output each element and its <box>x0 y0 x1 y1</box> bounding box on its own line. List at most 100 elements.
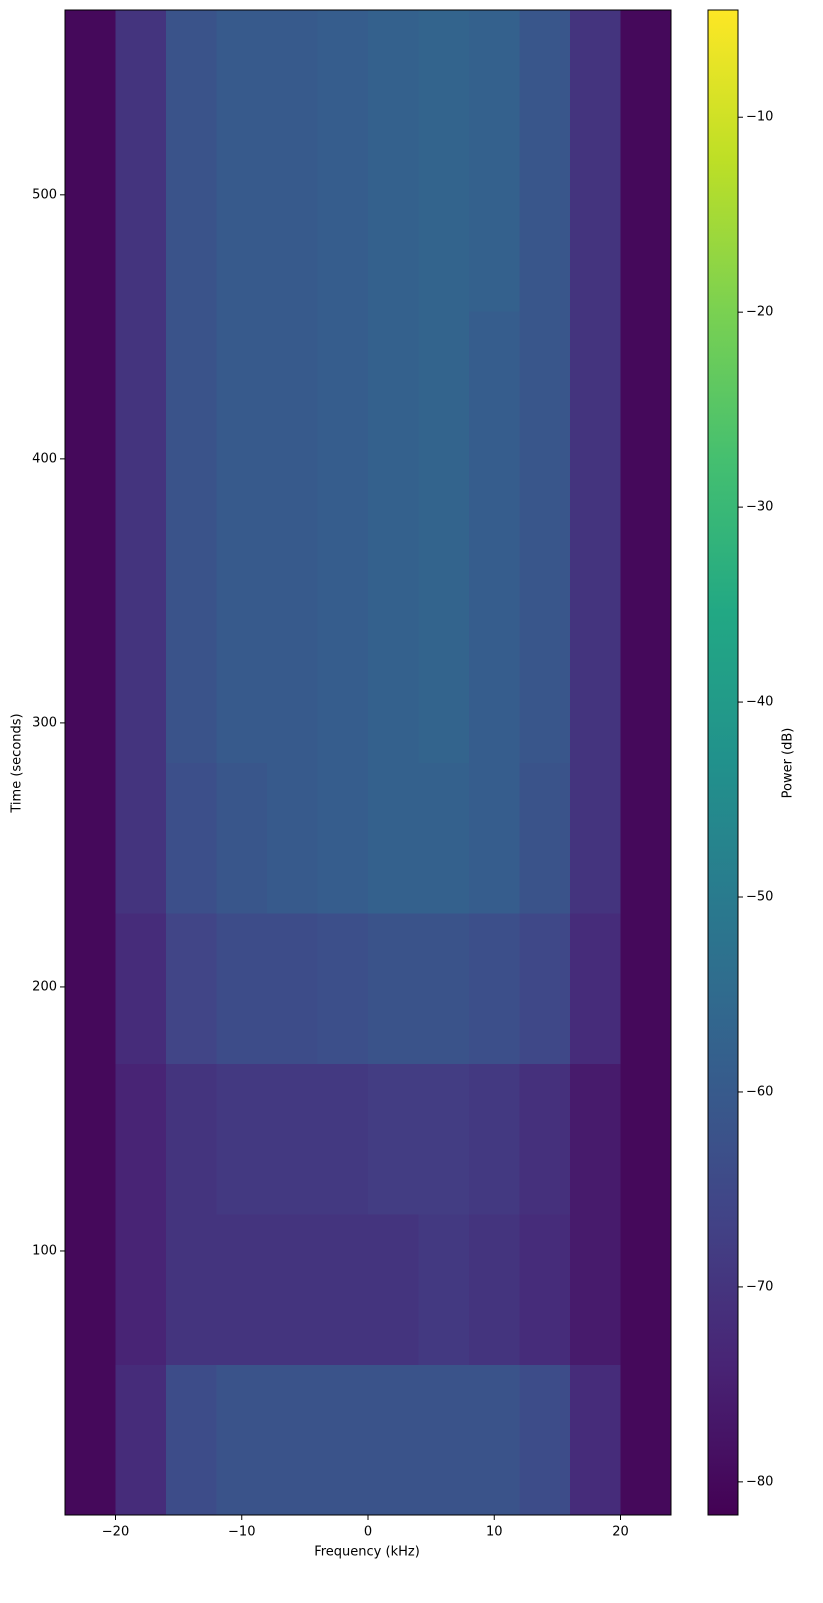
heatmap-cell <box>115 311 167 462</box>
heatmap <box>65 10 672 1516</box>
heatmap-cell <box>469 913 520 1064</box>
colorbar-tick-label: −60 <box>746 1084 773 1099</box>
heatmap-cell <box>267 762 318 914</box>
heatmap-cell <box>65 160 116 312</box>
heatmap-cell <box>65 1364 116 1516</box>
heatmap-cell <box>317 461 369 613</box>
heatmap-cell <box>519 311 571 462</box>
heatmap-cell <box>166 160 217 312</box>
x-tick-label: 20 <box>612 1525 629 1540</box>
heatmap-cell <box>317 1063 369 1215</box>
heatmap-cell <box>469 612 520 763</box>
heatmap-cell <box>469 762 520 914</box>
heatmap-cell <box>469 160 520 312</box>
heatmap-cell <box>519 10 571 161</box>
heatmap-cell <box>115 612 167 763</box>
heatmap-cell <box>620 1063 672 1215</box>
heatmap-cell <box>469 1214 520 1365</box>
heatmap-cell <box>216 1364 268 1516</box>
heatmap-cell <box>166 913 217 1064</box>
heatmap-cell <box>519 1063 571 1215</box>
heatmap-cell <box>216 311 268 462</box>
heatmap-cell <box>115 1063 167 1215</box>
heatmap-cell <box>317 311 369 462</box>
heatmap-cell <box>519 762 571 914</box>
heatmap-cell <box>570 461 621 613</box>
heatmap-cell <box>519 1364 571 1516</box>
heatmap-cell <box>469 461 520 613</box>
heatmap-cell <box>469 10 520 161</box>
heatmap-cell <box>418 160 470 312</box>
heatmap-cell <box>620 612 672 763</box>
heatmap-cell <box>570 160 621 312</box>
y-tick-label: 500 <box>32 187 57 202</box>
heatmap-cell <box>317 1364 369 1516</box>
heatmap-cell <box>166 461 217 613</box>
heatmap-cell <box>620 160 672 312</box>
heatmap-cell <box>65 913 116 1064</box>
heatmap-cell <box>216 1063 268 1215</box>
heatmap-cell <box>368 1364 419 1516</box>
heatmap-cell <box>570 1063 621 1215</box>
heatmap-cell <box>469 1063 520 1215</box>
heatmap-cell <box>166 10 217 161</box>
heatmap-cell <box>620 461 672 613</box>
colorbar-tick-label: −30 <box>746 500 773 515</box>
heatmap-cell <box>418 762 470 914</box>
heatmap-cell <box>267 1214 318 1365</box>
heatmap-cell <box>570 762 621 914</box>
heatmap-cell <box>216 461 268 613</box>
heatmap-cell <box>418 10 470 161</box>
heatmap-cell <box>317 913 369 1064</box>
heatmap-cell <box>570 1214 621 1365</box>
heatmap-cell <box>368 10 419 161</box>
heatmap-cell <box>418 612 470 763</box>
heatmap-cell <box>115 1364 167 1516</box>
heatmap-cell <box>216 913 268 1064</box>
x-tick-label: −20 <box>102 1525 129 1540</box>
heatmap-cell <box>216 612 268 763</box>
heatmap-cell <box>216 1214 268 1365</box>
heatmap-cell <box>115 160 167 312</box>
heatmap-cell <box>317 10 369 161</box>
heatmap-cell <box>519 612 571 763</box>
heatmap-cell <box>267 612 318 763</box>
heatmap-cell <box>65 461 116 613</box>
heatmap-cell <box>570 612 621 763</box>
heatmap-cell <box>418 311 470 462</box>
heatmap-cell <box>267 461 318 613</box>
heatmap-cell <box>216 10 268 161</box>
heatmap-cell <box>620 311 672 462</box>
heatmap-cell <box>65 1063 116 1215</box>
heatmap-cell <box>418 1214 470 1365</box>
heatmap-cell <box>620 913 672 1064</box>
heatmap-cell <box>115 10 167 161</box>
heatmap-cell <box>368 311 419 462</box>
heatmap-cell <box>570 913 621 1064</box>
heatmap-cell <box>418 1063 470 1215</box>
heatmap-cell <box>368 160 419 312</box>
heatmap-cell <box>519 913 571 1064</box>
heatmap-cell <box>267 1063 318 1215</box>
colorbar-tick-label: −20 <box>746 305 773 320</box>
heatmap-cell <box>620 10 672 161</box>
heatmap-cell <box>65 10 116 161</box>
heatmap-cell <box>418 913 470 1064</box>
y-tick-label: 200 <box>32 979 57 994</box>
heatmap-cell <box>469 311 520 462</box>
y-tick-label: 300 <box>32 715 57 730</box>
heatmap-cell <box>570 1364 621 1516</box>
y-axis-label: Time (seconds) <box>10 713 25 813</box>
heatmap-cell <box>368 913 419 1064</box>
heatmap-cell <box>166 612 217 763</box>
heatmap-cell <box>115 1214 167 1365</box>
y-tick-label: 100 <box>32 1243 57 1258</box>
heatmap-cell <box>368 1063 419 1215</box>
heatmap-cell <box>166 1364 217 1516</box>
heatmap-cell <box>519 160 571 312</box>
heatmap-cell <box>519 1214 571 1365</box>
heatmap-cell <box>368 612 419 763</box>
heatmap-cell <box>317 612 369 763</box>
x-axis-label: Frequency (kHz) <box>314 1545 420 1560</box>
